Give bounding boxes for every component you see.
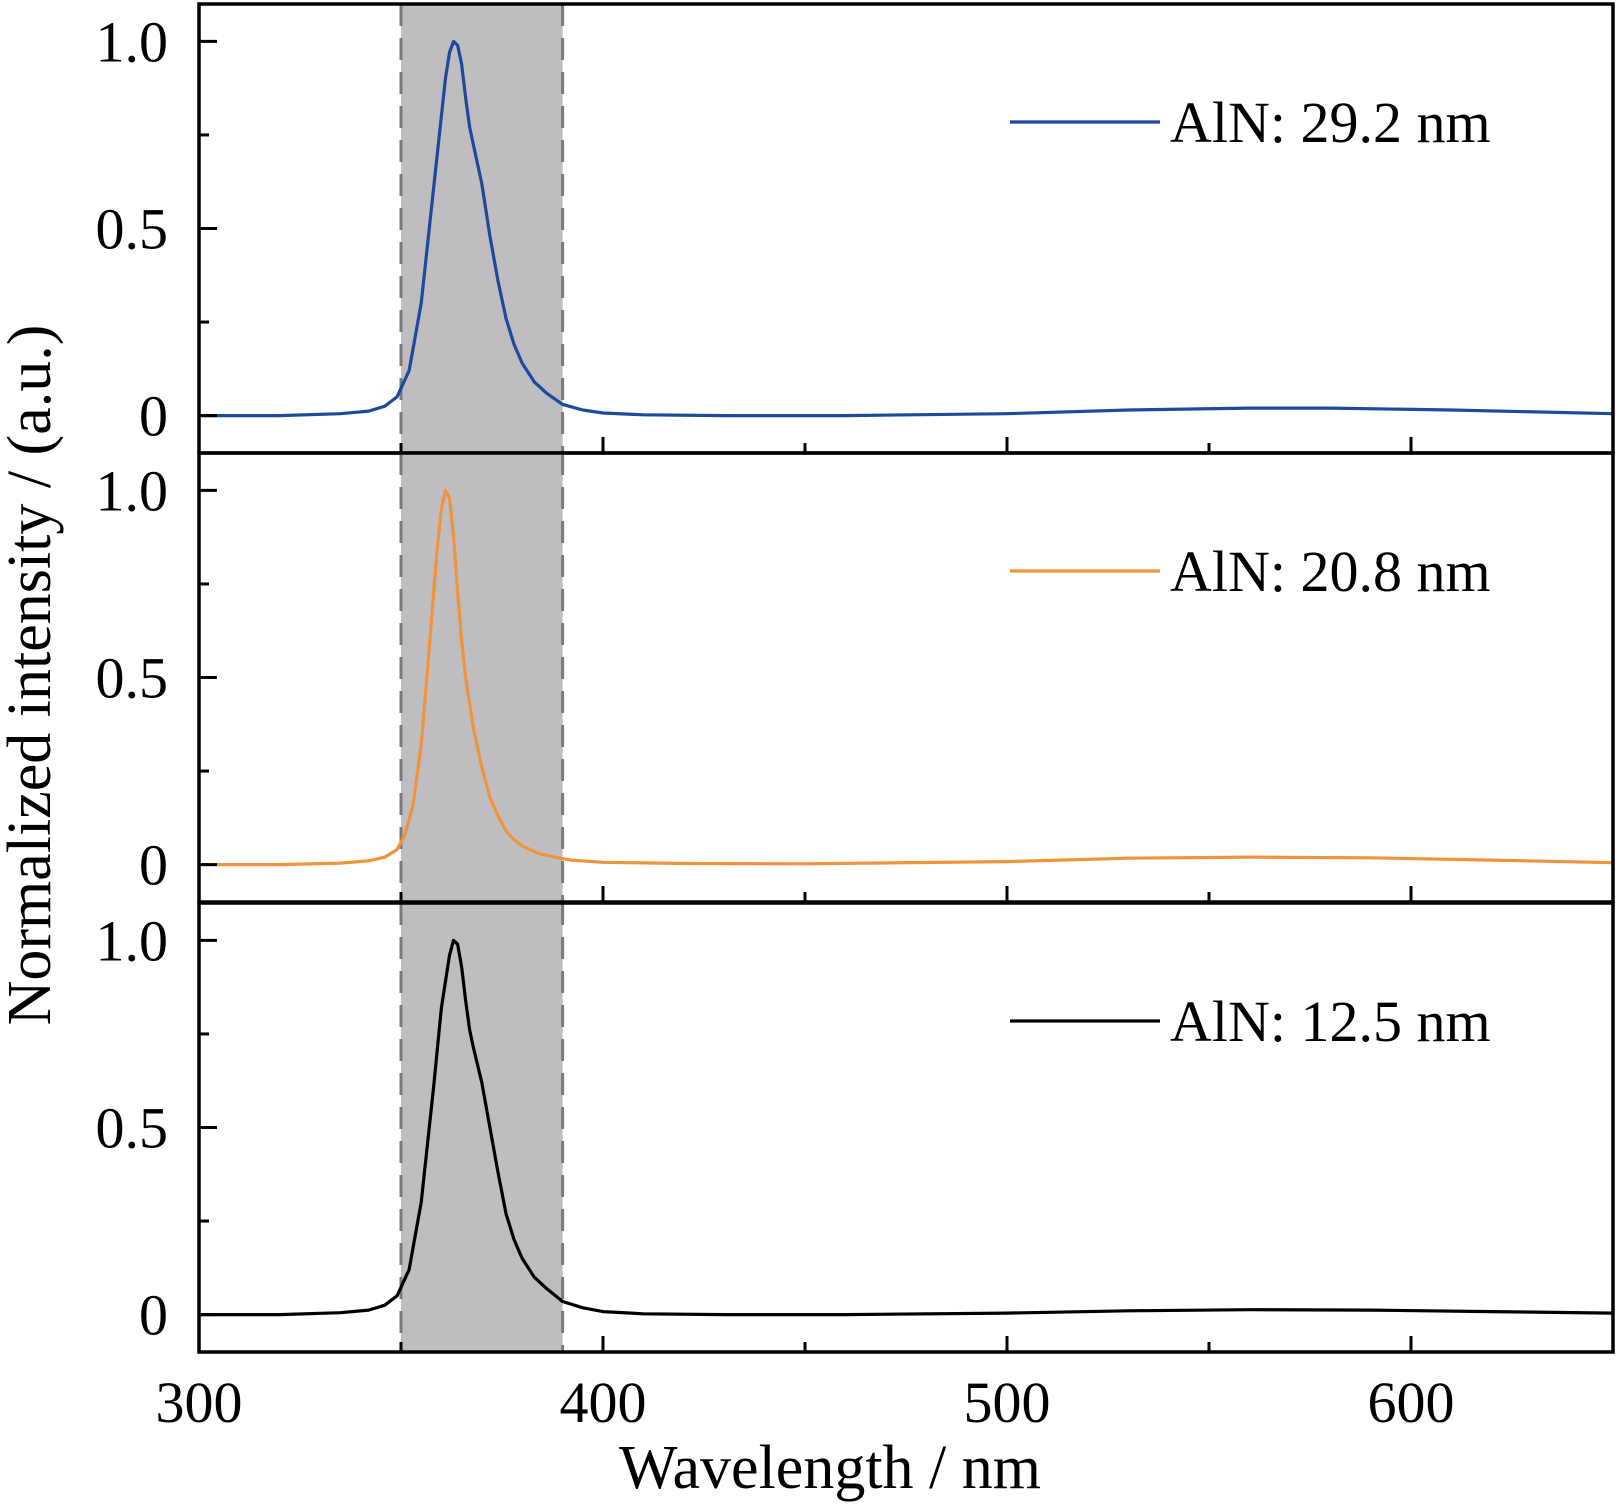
x-axis-title: Wavelength / nm [619,1434,1041,1502]
y-axis-title: Normalized intensity / (a.u.) [0,325,64,1026]
series-line [199,488,1614,867]
y-tick-label: 1.0 [96,9,169,74]
x-tick-label: 600 [1368,1370,1455,1435]
panel-3: 0 0.5 1.0 AlN: 12.5 nm [96,901,1615,1354]
shaded-band [401,903,563,1352]
y-tick-label: 0.5 [96,646,169,711]
legend-label: AlN: 20.8 nm [1170,539,1491,604]
series-line [199,938,1614,1317]
y-tick-label: 0.5 [96,1096,169,1161]
y-tick-label: 1.0 [96,458,169,523]
y-tick-label: 1.0 [96,908,169,973]
y-tick-label: 0.5 [96,197,169,262]
y-tick-label: 0 [139,384,168,449]
x-axis: 300 400 500 600 [156,1370,1455,1435]
legend: AlN: 12.5 nm [1010,989,1491,1054]
x-tick-label: 300 [156,1370,243,1435]
legend-label: AlN: 29.2 nm [1170,90,1491,155]
panel-1: 0 0.5 1.0 AlN: 29.2 nm [96,2,1615,455]
y-tick-label: 0 [139,833,168,898]
panel-2: 0 0.5 1.0 AlN: 20.8 nm [96,451,1615,904]
x-tick-label: 500 [964,1370,1051,1435]
y-tick-label: 0 [139,1283,168,1348]
legend: AlN: 20.8 nm [1010,539,1491,604]
legend-label: AlN: 12.5 nm [1170,989,1491,1054]
legend: AlN: 29.2 nm [1010,90,1491,155]
series-line [199,39,1614,418]
x-tick-label: 400 [560,1370,647,1435]
